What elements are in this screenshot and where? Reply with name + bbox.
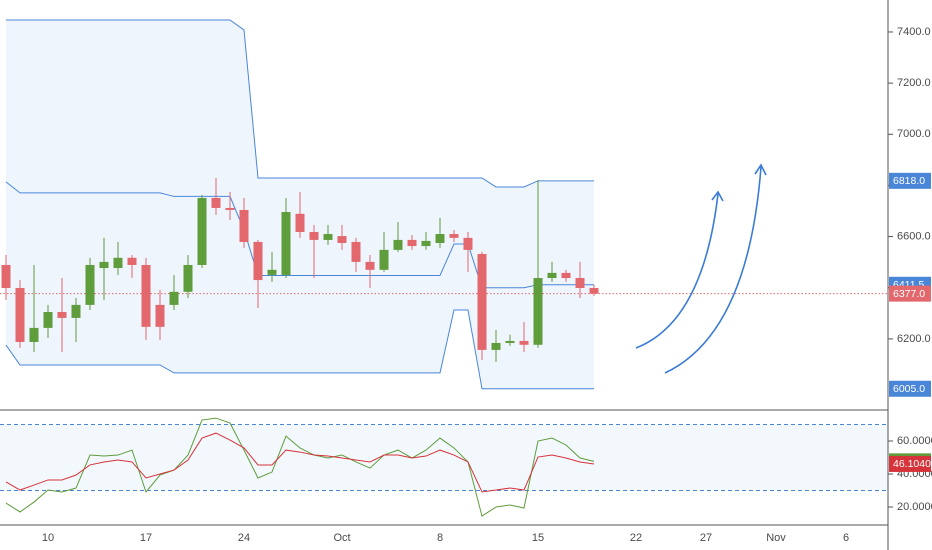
y-tick-label: 20.0000 — [897, 501, 932, 513]
candle-body — [169, 291, 179, 305]
candle-body — [239, 209, 249, 242]
x-tick-label: 10 — [42, 532, 54, 544]
oscillator-line — [5, 432, 595, 493]
candle-body — [491, 342, 501, 350]
price-badge — [889, 455, 931, 472]
candle-body — [407, 239, 417, 247]
price-badge-label: 6005.0 — [893, 383, 925, 395]
x-tick-label: 6 — [843, 532, 849, 544]
band-lower — [5, 309, 594, 390]
candle-body — [113, 257, 123, 269]
y-tick-label: 7000.0 — [897, 128, 931, 140]
candle-body — [547, 272, 557, 279]
candle-body — [323, 234, 333, 240]
candle-body — [449, 234, 459, 238]
candle-body — [127, 257, 137, 265]
candle-body — [71, 304, 81, 318]
candle-body — [155, 304, 165, 327]
price-badge — [889, 172, 931, 189]
candle-body — [477, 253, 487, 350]
candle-body — [589, 287, 599, 294]
y-tick-label: 60.0000 — [897, 435, 932, 447]
y-tick-label: 6200.0 — [897, 333, 931, 345]
price-badge-label: 6818.0 — [893, 175, 925, 187]
candle-body — [379, 249, 389, 270]
candle-body — [533, 278, 543, 345]
candle-body — [267, 269, 277, 275]
candle-body — [575, 278, 585, 288]
x-tick-label: Nov — [766, 532, 786, 544]
x-tick-label: 22 — [630, 532, 642, 544]
candle-body — [421, 240, 431, 247]
arrow-head — [754, 163, 767, 176]
candle-body — [43, 312, 53, 328]
x-tick-label: 24 — [238, 532, 250, 544]
candle-body — [253, 241, 263, 281]
candle-body — [183, 264, 193, 292]
candle-body — [337, 236, 347, 243]
price-badge-label: 46.1040 — [893, 458, 931, 470]
candle-body — [435, 234, 445, 243]
price-badge-label: 6377.0 — [893, 288, 925, 300]
arrow — [635, 193, 719, 349]
x-tick-label: 27 — [700, 532, 712, 544]
price-badge — [889, 380, 931, 397]
candle-body — [561, 272, 571, 279]
band-basis — [5, 181, 594, 289]
candle-body — [281, 212, 291, 275]
candle-body — [393, 239, 403, 250]
arrow-head — [711, 190, 724, 202]
candle-body — [141, 264, 151, 327]
x-tick-label: 8 — [437, 532, 443, 544]
price-badge — [889, 285, 931, 302]
candle-body — [295, 213, 305, 232]
candle-body — [463, 237, 473, 250]
level-fill — [0, 424, 888, 491]
candle-body — [29, 327, 39, 342]
x-tick-label: Oct — [333, 532, 350, 544]
band-upper — [6, 19, 594, 188]
candle-body — [351, 241, 361, 262]
candle-body — [57, 312, 67, 318]
candle-body — [197, 197, 207, 265]
y-tick-label: 7200.0 — [897, 77, 931, 89]
y-tick-label: 6600.0 — [897, 230, 931, 242]
candle-body — [225, 207, 235, 210]
candle-body — [211, 197, 221, 208]
x-tick-label: 17 — [140, 532, 152, 544]
candle-body — [309, 231, 319, 240]
x-tick-label: 15 — [532, 532, 544, 544]
candle-body — [99, 261, 109, 269]
arrow — [664, 166, 762, 374]
candle-body — [85, 264, 95, 305]
y-tick-label: 7400.0 — [897, 26, 931, 38]
candle-body — [15, 287, 25, 342]
plot: 6200.06400.06600.06800.07000.07200.07400… — [0, 19, 932, 544]
candle-body — [505, 340, 515, 343]
candle-body — [519, 340, 529, 345]
candle-body — [365, 261, 375, 270]
oscillator-line — [5, 417, 595, 517]
arrows — [635, 163, 767, 374]
candle-body — [1, 264, 11, 288]
